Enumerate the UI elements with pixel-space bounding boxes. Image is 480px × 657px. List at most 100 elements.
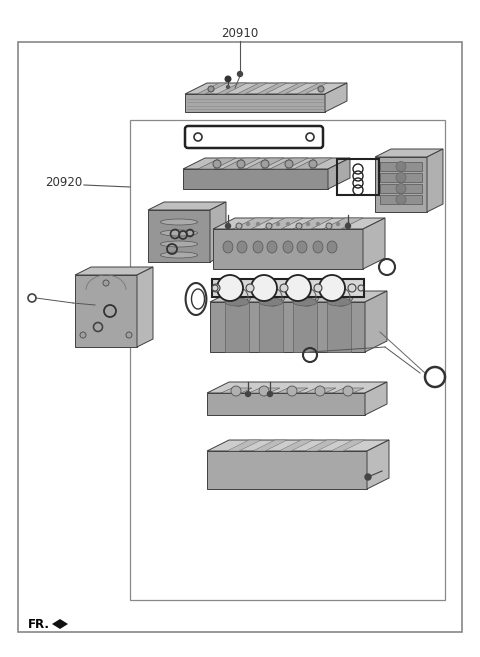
- Circle shape: [346, 223, 350, 229]
- Polygon shape: [427, 149, 443, 212]
- Circle shape: [396, 162, 406, 171]
- Bar: [212, 279, 364, 297]
- Ellipse shape: [295, 290, 319, 304]
- Polygon shape: [253, 440, 287, 451]
- Polygon shape: [221, 388, 252, 393]
- Polygon shape: [207, 382, 387, 393]
- Circle shape: [287, 223, 289, 225]
- Polygon shape: [257, 83, 287, 94]
- Polygon shape: [148, 202, 226, 210]
- Ellipse shape: [227, 290, 251, 304]
- Ellipse shape: [329, 290, 353, 304]
- Polygon shape: [207, 451, 367, 489]
- Ellipse shape: [225, 298, 249, 306]
- Circle shape: [316, 223, 320, 225]
- Polygon shape: [375, 157, 427, 212]
- Circle shape: [315, 386, 325, 396]
- Circle shape: [285, 275, 311, 301]
- Polygon shape: [380, 195, 422, 204]
- Circle shape: [319, 275, 345, 301]
- Circle shape: [126, 332, 132, 338]
- Ellipse shape: [160, 219, 198, 225]
- Polygon shape: [75, 275, 137, 347]
- Polygon shape: [227, 440, 261, 451]
- Polygon shape: [225, 302, 249, 352]
- Polygon shape: [380, 162, 422, 171]
- Polygon shape: [60, 619, 68, 629]
- Circle shape: [226, 223, 230, 229]
- Circle shape: [266, 223, 272, 229]
- Polygon shape: [237, 83, 267, 94]
- Circle shape: [227, 85, 229, 89]
- Ellipse shape: [253, 241, 263, 253]
- Circle shape: [236, 223, 242, 229]
- Circle shape: [245, 392, 251, 397]
- Circle shape: [307, 223, 310, 225]
- Circle shape: [296, 223, 302, 229]
- Polygon shape: [293, 218, 333, 229]
- Polygon shape: [197, 83, 227, 94]
- Polygon shape: [367, 440, 389, 489]
- Polygon shape: [333, 388, 364, 393]
- Circle shape: [343, 386, 353, 396]
- Circle shape: [103, 280, 109, 286]
- Circle shape: [314, 284, 322, 292]
- Ellipse shape: [327, 298, 351, 306]
- Polygon shape: [207, 440, 389, 451]
- Ellipse shape: [160, 241, 198, 247]
- Circle shape: [261, 160, 269, 168]
- Ellipse shape: [259, 298, 283, 306]
- Polygon shape: [259, 302, 283, 352]
- Polygon shape: [137, 267, 153, 347]
- Polygon shape: [305, 388, 336, 393]
- Polygon shape: [305, 440, 339, 451]
- Circle shape: [326, 223, 332, 229]
- Ellipse shape: [267, 241, 277, 253]
- Ellipse shape: [261, 290, 285, 304]
- Polygon shape: [328, 158, 350, 189]
- Polygon shape: [277, 83, 307, 94]
- Circle shape: [237, 160, 245, 168]
- Polygon shape: [148, 210, 210, 262]
- Bar: [130, 120, 445, 600]
- Polygon shape: [363, 218, 385, 269]
- Circle shape: [318, 86, 324, 92]
- Polygon shape: [75, 267, 153, 275]
- Ellipse shape: [293, 298, 317, 306]
- Text: FR.: FR.: [28, 618, 50, 631]
- Polygon shape: [375, 149, 443, 157]
- Polygon shape: [185, 94, 325, 112]
- Bar: [337, 159, 379, 195]
- Ellipse shape: [223, 241, 233, 253]
- Circle shape: [251, 275, 277, 301]
- Polygon shape: [263, 218, 303, 229]
- Text: 20920: 20920: [45, 177, 82, 189]
- Circle shape: [280, 284, 288, 292]
- Polygon shape: [213, 229, 363, 269]
- Bar: [18, 42, 462, 632]
- Text: 20910: 20910: [221, 27, 259, 40]
- Polygon shape: [183, 169, 328, 189]
- Polygon shape: [380, 173, 422, 182]
- Circle shape: [396, 183, 406, 194]
- Circle shape: [256, 223, 260, 225]
- Polygon shape: [323, 218, 363, 229]
- Circle shape: [212, 284, 220, 292]
- Polygon shape: [246, 158, 284, 169]
- FancyArrow shape: [52, 619, 68, 629]
- Polygon shape: [185, 83, 347, 94]
- Ellipse shape: [283, 241, 293, 253]
- Circle shape: [208, 86, 214, 92]
- Polygon shape: [210, 202, 226, 262]
- Ellipse shape: [297, 241, 307, 253]
- Polygon shape: [210, 291, 387, 302]
- Polygon shape: [365, 291, 387, 352]
- Ellipse shape: [160, 252, 198, 258]
- Circle shape: [217, 275, 243, 301]
- Circle shape: [225, 76, 231, 82]
- Polygon shape: [249, 388, 280, 393]
- Polygon shape: [365, 382, 387, 415]
- Polygon shape: [192, 289, 204, 309]
- Circle shape: [396, 173, 406, 183]
- Circle shape: [80, 332, 86, 338]
